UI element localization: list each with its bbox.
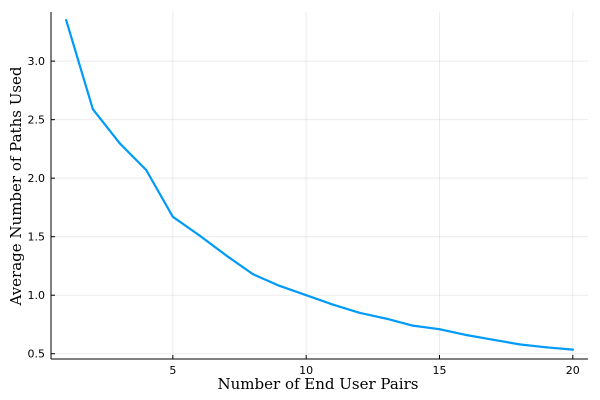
data-point — [198, 234, 201, 237]
x-tick-label: 5 — [169, 364, 176, 377]
series-group — [65, 19, 574, 351]
data-point — [145, 168, 148, 172]
data-point — [358, 311, 361, 314]
y-tick-label: 3.0 — [28, 55, 46, 68]
y-tick-label: 1.5 — [28, 231, 46, 244]
y-tick-label: 2.0 — [28, 172, 46, 185]
x-tick-label: 20 — [566, 364, 580, 377]
data-point — [118, 141, 121, 145]
data-point — [385, 317, 388, 320]
axes-frame — [50, 12, 588, 360]
data-point — [171, 215, 174, 218]
data-point — [65, 19, 68, 22]
data-point — [545, 346, 548, 349]
data-point — [571, 348, 574, 351]
data-point — [225, 254, 228, 257]
y-axis-label: Average Number of Paths Used — [7, 66, 25, 306]
data-point — [465, 333, 468, 337]
y-tick-label: 2.5 — [28, 114, 46, 127]
data-point — [278, 284, 281, 287]
data-point — [91, 108, 94, 111]
x-axis-label: Number of End User Pairs — [218, 375, 419, 393]
data-point — [411, 324, 414, 327]
x-tick-label: 10 — [299, 364, 313, 377]
data-point — [491, 338, 494, 341]
data-point — [251, 273, 254, 276]
tick-group: 5 10 15 20 0.5 1.0 1.5 2.0 2.5 3.0 — [28, 55, 580, 377]
data-point — [331, 303, 334, 306]
data-point — [438, 328, 441, 331]
y-tick-label: 1.0 — [28, 289, 46, 302]
data-point — [305, 294, 308, 297]
x-tick-label: 15 — [432, 364, 446, 377]
data-point — [518, 343, 521, 346]
series-line-0 — [65, 19, 574, 351]
grid — [51, 12, 588, 359]
y-tick-label: 0.5 — [28, 348, 46, 361]
